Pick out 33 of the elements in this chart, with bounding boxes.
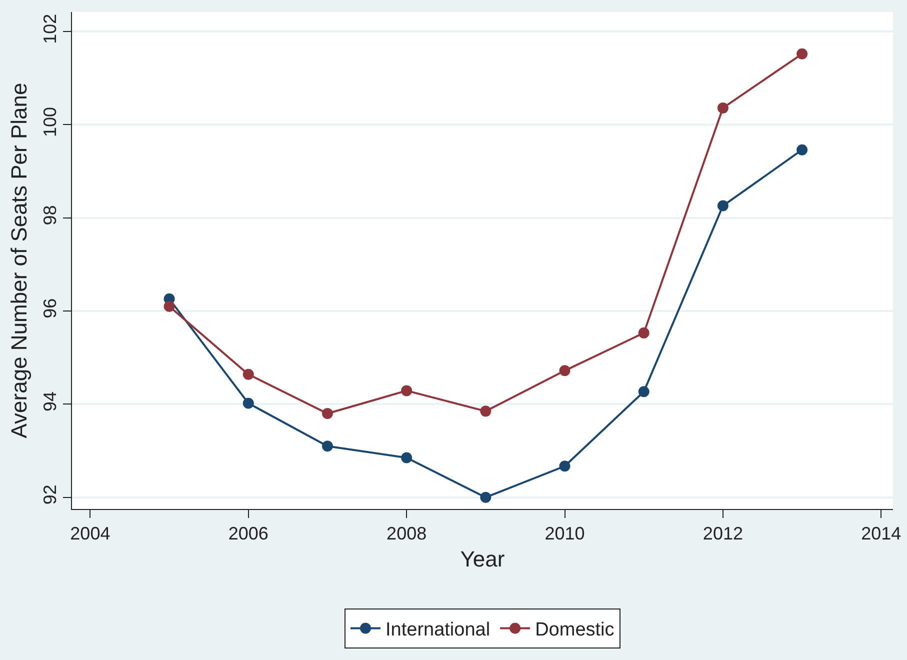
y-tick-label: 102 bbox=[40, 14, 60, 44]
y-tick-label: 92 bbox=[40, 484, 60, 505]
point bbox=[242, 368, 254, 380]
x-tick-label: 2004 bbox=[70, 524, 110, 544]
x-tick-label: 2008 bbox=[386, 524, 427, 544]
x-tick-label: 2006 bbox=[228, 524, 268, 544]
y-tick-label: 100 bbox=[40, 106, 60, 138]
point bbox=[480, 406, 492, 417]
point bbox=[717, 200, 728, 212]
x-tick-label: 2012 bbox=[702, 524, 743, 544]
point bbox=[796, 48, 808, 60]
y-tick-label: 98 bbox=[40, 205, 60, 226]
point bbox=[717, 102, 728, 114]
y-axis-title: Average Number of Seats Per Plane bbox=[6, 82, 32, 438]
point bbox=[164, 300, 175, 312]
y-tick-label: 94 bbox=[40, 391, 60, 412]
point bbox=[638, 386, 650, 398]
x-axis-title: Year bbox=[460, 546, 505, 572]
point bbox=[401, 385, 412, 396]
legend-label: Domestic bbox=[535, 620, 614, 641]
point bbox=[638, 327, 650, 338]
legend-label: International bbox=[386, 620, 490, 641]
y-tick-label: 96 bbox=[40, 298, 60, 318]
point bbox=[559, 460, 570, 472]
point bbox=[242, 398, 254, 409]
point bbox=[322, 408, 333, 420]
point bbox=[796, 144, 808, 156]
x-tick-label: 2010 bbox=[544, 524, 585, 544]
point bbox=[401, 452, 412, 464]
x-tick-label: 2014 bbox=[861, 524, 902, 544]
point bbox=[480, 492, 492, 503]
point bbox=[559, 365, 570, 376]
point bbox=[322, 440, 333, 452]
